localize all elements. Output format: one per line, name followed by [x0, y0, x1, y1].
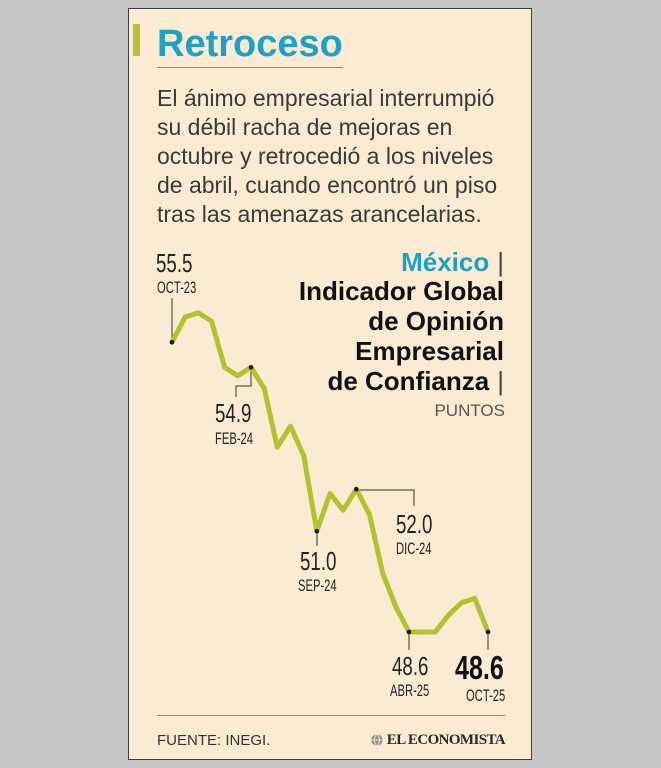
data-point	[301, 453, 307, 458]
chart-title-text: de Confianza	[327, 366, 490, 396]
data-label-value: 52.0	[396, 509, 433, 539]
annotation-connectors	[171, 298, 489, 650]
globe-icon	[371, 734, 383, 746]
data-label-date: OCT-23	[157, 278, 197, 297]
chart-title-line-last: de Confianza |	[299, 366, 504, 396]
annotation-dots	[169, 339, 491, 635]
data-label-date: SEP-24	[298, 576, 337, 595]
annotation-dot	[248, 365, 254, 370]
data-point	[274, 444, 280, 450]
chart-title-line: de Opinión	[368, 306, 504, 336]
data-point	[340, 507, 346, 513]
annotation-connector	[235, 369, 252, 397]
annotation-dot	[169, 339, 175, 345]
data-label-value: 51.0	[300, 546, 337, 576]
page-title: Retroceso	[157, 23, 343, 65]
infographic-card: Retroceso El ánimo empresarial interrump…	[128, 8, 532, 760]
data-label-value: 54.9	[215, 398, 252, 428]
data-point	[327, 491, 333, 496]
footer-divider	[157, 715, 505, 716]
chart-title-line: Empresarial	[355, 336, 504, 366]
heading-separator: |	[497, 247, 504, 277]
chart-region-line: México |	[299, 248, 504, 276]
intro-line: tras las amenazas arancelarias.	[157, 201, 482, 227]
annotation-connector	[357, 489, 415, 506]
data-point	[380, 570, 386, 576]
data-label-date: FEB-24	[215, 429, 254, 448]
data-point	[235, 373, 241, 379]
intro-paragraph: El ánimo empresarial interrumpió su débi…	[157, 84, 497, 229]
brand-name: EL ECONOMISTA	[386, 732, 506, 748]
chart-title-line: Indicador Global	[298, 276, 504, 306]
data-point	[432, 629, 438, 635]
intro-line: octubre y retrocedió a los niveles	[157, 143, 494, 169]
data-point	[393, 604, 399, 610]
chart-unit: PUNTOS	[434, 401, 505, 420]
data-label-value: 55.5	[156, 248, 193, 278]
source-note: FUENTE: INEGI.	[157, 732, 271, 749]
data-label-value: 48.6	[392, 651, 429, 681]
intro-line: El ánimo empresarial interrumpió	[157, 85, 495, 111]
data-point	[222, 365, 228, 370]
data-point	[182, 314, 188, 320]
data-point	[261, 386, 267, 391]
data-point	[367, 512, 372, 517]
data-point	[209, 318, 214, 324]
data-point	[472, 596, 478, 601]
data-point	[419, 629, 425, 635]
annotation-dot	[485, 629, 491, 635]
data-point	[446, 612, 451, 618]
data-label-date: DIC-24	[396, 539, 432, 558]
data-label-value-latest: 48.6	[455, 649, 504, 686]
intro-line: su débil racha de mejoras en	[157, 114, 453, 140]
brand-logo: EL ECONOMISTA	[371, 732, 506, 748]
chart-heading: México | Indicador Global de Opinión Empr…	[299, 248, 504, 396]
heading-separator: |	[497, 366, 504, 396]
annotation-dot	[354, 486, 359, 492]
intro-line: de abril, cuando encontró un piso	[157, 172, 498, 198]
data-point	[288, 423, 293, 429]
data-point	[459, 600, 465, 605]
chart-region: México	[401, 247, 490, 277]
data-label-date: ABR-25	[390, 681, 430, 700]
data-label-date-latest: OCT-25	[466, 686, 506, 705]
title-underline	[157, 67, 343, 68]
annotation-dot	[314, 528, 320, 534]
title-accent-bar	[133, 24, 140, 56]
annotation-dot	[406, 629, 412, 635]
data-point	[195, 310, 201, 316]
line-chart	[169, 298, 491, 650]
